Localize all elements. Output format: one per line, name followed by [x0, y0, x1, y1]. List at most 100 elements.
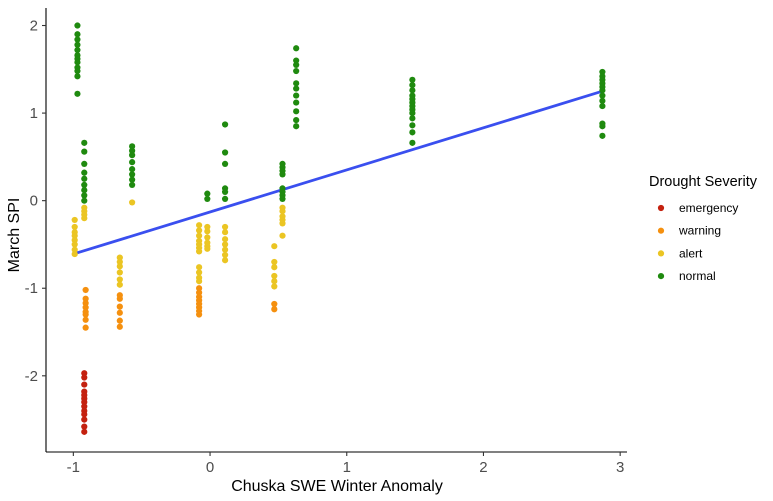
normal-point: [599, 92, 606, 99]
normal-point: [81, 169, 88, 176]
alert-point: [196, 248, 203, 255]
alert-point: [221, 236, 229, 243]
normal-point: [81, 160, 88, 167]
legend-entries: emergency warning alert normal: [657, 201, 738, 283]
y-tick-label: 1: [30, 105, 38, 122]
trend-layer: [75, 89, 603, 255]
trend-line: [75, 89, 603, 255]
warning-point: [196, 289, 203, 296]
x-tick-label: 3: [616, 459, 624, 476]
legend: Drought Severity emergency warning alert no…: [649, 174, 758, 283]
normal-point: [599, 123, 606, 130]
emergency-point: [81, 370, 88, 377]
normal-point: [81, 175, 88, 182]
alert-point: [71, 246, 78, 253]
normal-point: [599, 97, 606, 104]
alert-point: [116, 258, 123, 266]
normal-point: [221, 149, 229, 156]
warning-point: [82, 311, 89, 318]
normal-point: [599, 87, 606, 94]
warning-point: [271, 306, 278, 313]
alert-point: [271, 264, 278, 271]
warning-point: [116, 309, 123, 316]
normal-point: [599, 102, 606, 110]
normal-point: [293, 61, 300, 69]
emergency-point: [81, 428, 88, 435]
alert-point: [71, 236, 78, 244]
normal-point: [221, 195, 229, 203]
plot-area: [71, 22, 606, 435]
normal-point: [81, 187, 88, 194]
normal-point: [599, 68, 606, 76]
alert-point: [221, 246, 229, 253]
normal-point: [81, 197, 88, 204]
alert-point: [279, 232, 286, 239]
alert-point: [279, 220, 286, 227]
alert-point: [221, 257, 229, 264]
y-axis-ticks: -2 -1 0 1 2: [25, 18, 46, 385]
alert-point: [221, 241, 229, 248]
legend-label-normal: normal: [679, 269, 716, 283]
emergency-point: [81, 398, 88, 406]
normal-point: [409, 109, 416, 117]
normal-point: [74, 36, 81, 43]
x-tick-label: 2: [479, 459, 487, 476]
alert-point: [204, 234, 211, 241]
warning-point: [116, 317, 123, 324]
normal-point: [409, 139, 416, 146]
warning-point: [82, 286, 89, 294]
normal-point: [293, 123, 300, 130]
normal-point: [221, 121, 229, 128]
emergency-point: [81, 423, 88, 430]
alert-point: [71, 216, 78, 224]
alert-point: [279, 208, 286, 215]
normal-point: [74, 22, 81, 29]
legend-key-normal: [657, 273, 665, 280]
y-tick-label: 0: [30, 193, 38, 210]
emergency-point: [81, 381, 88, 388]
normal-point: [409, 115, 416, 122]
alert-point: [71, 232, 78, 239]
normal-point: [293, 99, 300, 106]
normal-point: [204, 190, 211, 197]
warning-point: [116, 295, 123, 302]
alert-point: [271, 278, 278, 285]
y-tick-label: -2: [25, 368, 38, 385]
x-axis-ticks: -1 0 1 2 3: [67, 452, 624, 476]
warning-point: [116, 323, 123, 330]
normal-point: [279, 195, 286, 203]
alert-point: [204, 223, 211, 231]
x-tick-label: 1: [343, 459, 351, 476]
points-layer: [71, 22, 606, 435]
x-tick-label: 0: [206, 459, 214, 476]
warning-point: [82, 295, 89, 302]
normal-point: [129, 166, 136, 173]
normal-point: [81, 148, 88, 155]
normal-point: [293, 116, 300, 124]
alert-point: [196, 232, 203, 239]
alert-point: [116, 276, 123, 283]
legend-key-alert: [657, 250, 665, 257]
alert-point: [221, 229, 229, 236]
normal-point: [129, 147, 136, 154]
warning-point: [116, 303, 123, 310]
alert-point: [196, 264, 203, 271]
y-axis-title: March SPI: [6, 198, 23, 273]
normal-point: [74, 46, 81, 54]
warning-point: [271, 300, 278, 308]
emergency-point: [81, 403, 88, 410]
normal-point: [129, 181, 136, 188]
alert-point: [271, 283, 278, 290]
alert-point: [71, 250, 78, 258]
alert-point: [71, 241, 78, 248]
normal-point: [129, 152, 136, 159]
x-axis-title: Chuska SWE Winter Anomaly: [231, 478, 443, 495]
normal-point: [293, 108, 300, 115]
alert-point: [271, 243, 278, 250]
normal-point: [293, 45, 300, 52]
warning-point: [196, 311, 203, 318]
normal-point: [293, 57, 300, 64]
normal-point: [293, 92, 300, 99]
alert-point: [81, 215, 88, 222]
